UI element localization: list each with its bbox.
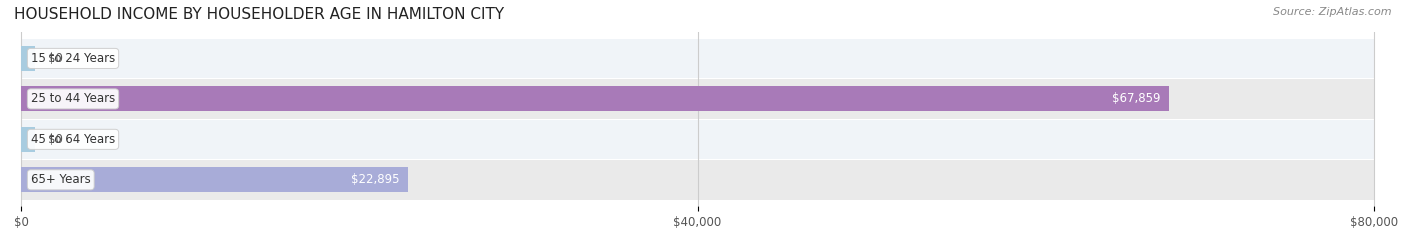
Bar	[21, 79, 1374, 119]
Text: $67,859: $67,859	[1112, 93, 1160, 105]
Text: HOUSEHOLD INCOME BY HOUSEHOLDER AGE IN HAMILTON CITY: HOUSEHOLD INCOME BY HOUSEHOLDER AGE IN H…	[14, 7, 505, 22]
Text: $22,895: $22,895	[352, 173, 399, 186]
Text: 65+ Years: 65+ Years	[31, 173, 90, 186]
Bar	[21, 46, 35, 71]
Text: $0: $0	[48, 133, 63, 146]
Bar	[21, 160, 1374, 200]
Bar	[21, 120, 1374, 159]
Text: $0: $0	[48, 52, 63, 65]
Text: 15 to 24 Years: 15 to 24 Years	[31, 52, 115, 65]
Bar	[21, 86, 1168, 111]
Text: 45 to 64 Years: 45 to 64 Years	[31, 133, 115, 146]
Bar	[21, 167, 408, 192]
Text: 25 to 44 Years: 25 to 44 Years	[31, 93, 115, 105]
Text: Source: ZipAtlas.com: Source: ZipAtlas.com	[1274, 7, 1392, 17]
Bar	[21, 127, 35, 152]
Bar	[21, 39, 1374, 78]
